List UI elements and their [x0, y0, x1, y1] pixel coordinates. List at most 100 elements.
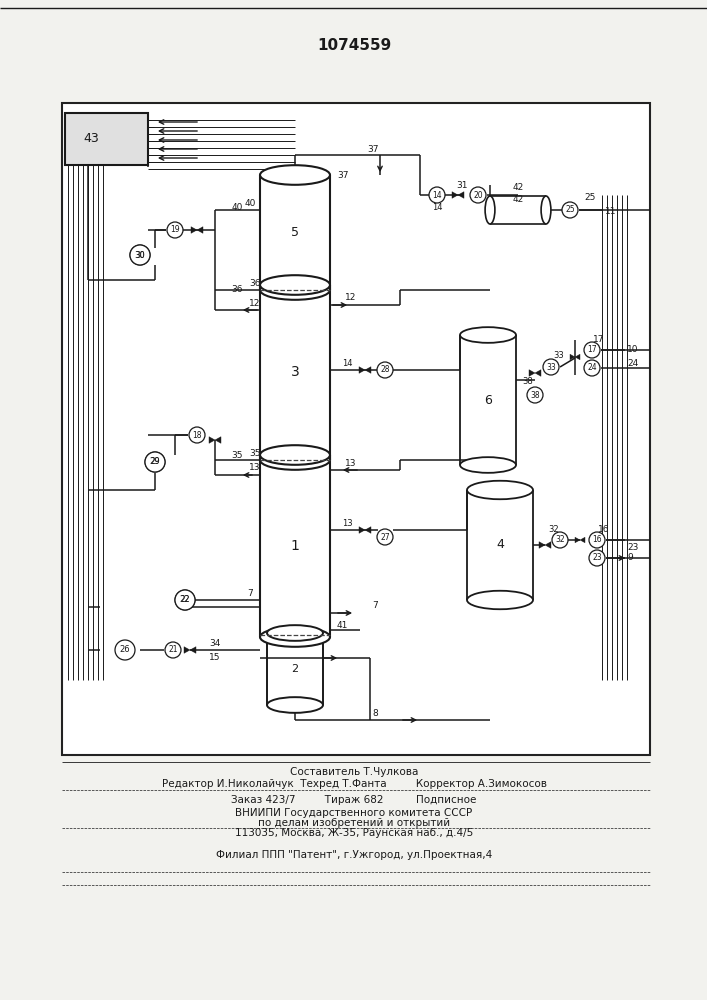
Text: 38: 38: [522, 377, 533, 386]
Text: 25: 25: [565, 206, 575, 215]
Text: 4: 4: [496, 538, 504, 552]
Text: 19: 19: [170, 226, 180, 234]
Polygon shape: [458, 192, 464, 198]
Text: 32: 32: [555, 536, 565, 544]
Text: 17: 17: [588, 346, 597, 355]
Ellipse shape: [260, 450, 330, 470]
Text: 36: 36: [231, 286, 243, 294]
Polygon shape: [570, 354, 575, 360]
Circle shape: [527, 387, 543, 403]
Polygon shape: [197, 227, 203, 233]
Text: 16: 16: [598, 526, 609, 534]
Circle shape: [429, 187, 445, 203]
Text: 42: 42: [513, 182, 524, 192]
Text: 24: 24: [588, 363, 597, 372]
Bar: [65, 113, 148, 165]
Ellipse shape: [260, 445, 330, 465]
Text: 34: 34: [209, 639, 221, 648]
Text: 40: 40: [232, 204, 243, 213]
Text: 5: 5: [291, 226, 299, 238]
Text: 13: 13: [345, 458, 356, 468]
Text: 37: 37: [368, 145, 379, 154]
Circle shape: [584, 360, 600, 376]
Text: 23: 23: [592, 554, 602, 562]
Text: 32: 32: [549, 524, 559, 534]
Circle shape: [165, 642, 181, 658]
Ellipse shape: [260, 275, 330, 295]
Text: 1: 1: [291, 539, 300, 553]
Text: 20: 20: [473, 190, 483, 200]
Text: 22: 22: [180, 595, 190, 604]
Polygon shape: [545, 542, 551, 548]
Text: 36: 36: [250, 278, 261, 288]
Ellipse shape: [460, 457, 516, 473]
Text: 18: 18: [192, 430, 201, 440]
Text: ВНИИПИ Государственного комитета СССР: ВНИИПИ Государственного комитета СССР: [235, 808, 472, 818]
Circle shape: [175, 590, 195, 610]
Circle shape: [115, 640, 135, 660]
Text: 26: 26: [119, 646, 130, 654]
Text: 30: 30: [135, 250, 146, 259]
Text: 6: 6: [484, 393, 492, 406]
Polygon shape: [580, 537, 585, 543]
Text: 23: 23: [627, 544, 638, 552]
Text: 31: 31: [456, 182, 468, 190]
Ellipse shape: [260, 165, 330, 185]
Ellipse shape: [460, 327, 516, 343]
Circle shape: [130, 245, 150, 265]
Text: 10: 10: [627, 346, 638, 355]
Polygon shape: [359, 527, 365, 533]
Text: 3: 3: [291, 365, 299, 379]
Text: 33: 33: [554, 352, 564, 360]
Circle shape: [167, 222, 183, 238]
Text: 15: 15: [209, 654, 221, 662]
Text: 37: 37: [337, 170, 349, 180]
Ellipse shape: [485, 196, 495, 224]
Text: 16: 16: [592, 536, 602, 544]
Circle shape: [589, 532, 605, 548]
Circle shape: [470, 187, 486, 203]
Text: 113035, Москва, Ж-35, Раунская наб., д.4/5: 113035, Москва, Ж-35, Раунская наб., д.4…: [235, 828, 473, 838]
Polygon shape: [209, 437, 215, 443]
Text: 35: 35: [250, 448, 261, 458]
Text: 41: 41: [337, 621, 349, 631]
Polygon shape: [365, 367, 371, 373]
Circle shape: [189, 427, 205, 443]
Text: 7: 7: [372, 601, 378, 610]
Text: 12: 12: [250, 298, 261, 308]
Text: Филиал ППП "Патент", г.Ужгород, ул.Проектная,4: Филиал ППП "Патент", г.Ужгород, ул.Проек…: [216, 850, 492, 860]
Circle shape: [543, 359, 559, 375]
Text: 14: 14: [432, 202, 443, 212]
Circle shape: [130, 245, 150, 265]
Text: 14: 14: [432, 190, 442, 200]
Polygon shape: [452, 192, 458, 198]
Text: 11: 11: [605, 208, 617, 217]
Ellipse shape: [260, 627, 330, 647]
Text: 17: 17: [593, 336, 604, 344]
Circle shape: [377, 529, 393, 545]
Text: 28: 28: [380, 365, 390, 374]
Polygon shape: [191, 227, 197, 233]
Polygon shape: [575, 354, 580, 360]
Text: 42: 42: [513, 196, 524, 205]
Text: 12: 12: [345, 294, 356, 302]
Ellipse shape: [467, 591, 533, 609]
Ellipse shape: [267, 625, 323, 641]
Ellipse shape: [541, 196, 551, 224]
Circle shape: [175, 590, 195, 610]
Text: 2: 2: [291, 664, 298, 674]
Polygon shape: [190, 647, 196, 653]
Text: 13: 13: [341, 518, 352, 528]
Circle shape: [552, 532, 568, 548]
Text: 7: 7: [247, 588, 253, 597]
Text: 13: 13: [250, 464, 261, 473]
Polygon shape: [539, 542, 545, 548]
Polygon shape: [215, 437, 221, 443]
Polygon shape: [359, 367, 365, 373]
Text: 24: 24: [627, 359, 638, 367]
Text: по делам изобретений и открытий: по делам изобретений и открытий: [258, 818, 450, 828]
Text: 22: 22: [180, 595, 189, 604]
Circle shape: [589, 550, 605, 566]
Circle shape: [584, 342, 600, 358]
Text: Заказ 423/7         Тираж 682          Подписное: Заказ 423/7 Тираж 682 Подписное: [231, 795, 477, 805]
